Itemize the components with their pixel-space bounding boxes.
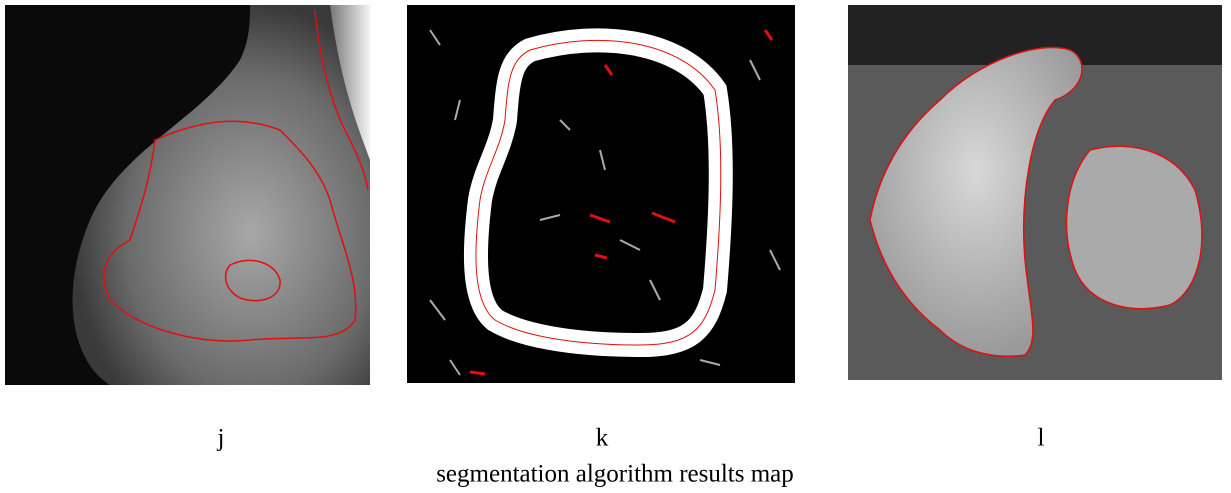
panel-l-image: [848, 5, 1222, 380]
panel-label: l: [1038, 425, 1045, 452]
panel-label: j: [217, 425, 225, 452]
panel-k-image: [407, 5, 795, 383]
panel-label: k: [596, 425, 609, 452]
figure: j k l segmentation algorithm results map: [0, 0, 1231, 493]
figure-caption: segmentation algorithm results map: [436, 461, 794, 488]
figure-canvas: j k l segmentation algorithm results map: [0, 0, 1231, 493]
panel-j-image: [5, 5, 370, 385]
